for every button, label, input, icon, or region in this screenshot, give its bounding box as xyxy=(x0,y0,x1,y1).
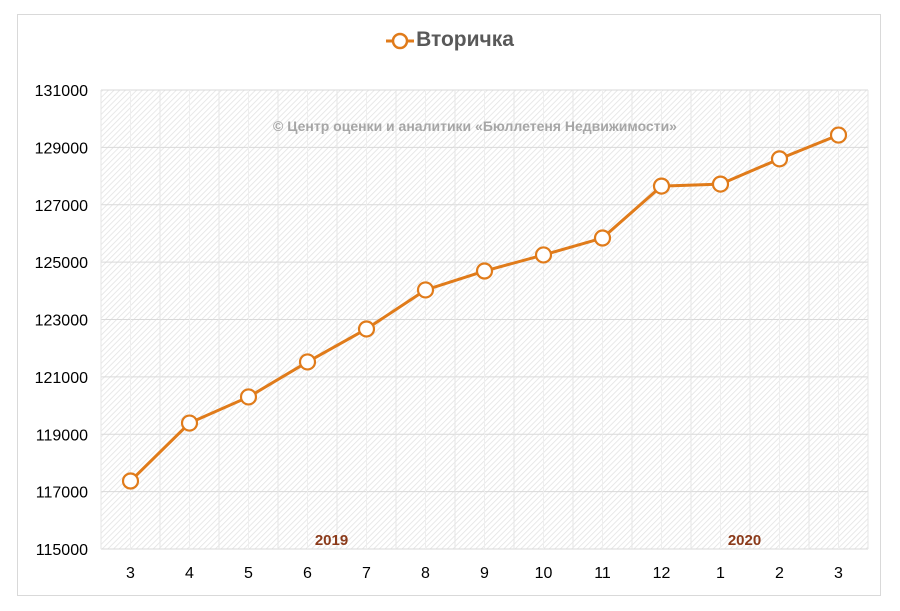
data-point xyxy=(593,229,612,247)
x-tick-label: 10 xyxy=(535,565,553,582)
data-point xyxy=(298,353,317,371)
legend: Вторичка xyxy=(0,28,900,52)
x-tick-label: 3 xyxy=(834,565,843,582)
y-tick-label: 117000 xyxy=(36,485,88,502)
y-tick-label: 123000 xyxy=(35,313,88,330)
legend-label: Вторичка xyxy=(416,28,514,51)
x-tick-label: 2 xyxy=(775,565,784,582)
y-tick-label: 115000 xyxy=(36,542,88,559)
x-tick-label: 1 xyxy=(716,565,725,582)
y-tick-label: 121000 xyxy=(35,370,88,387)
x-tick-label: 8 xyxy=(421,565,430,582)
x-tick-label: 6 xyxy=(303,565,312,582)
x-tick-label: 4 xyxy=(185,565,194,582)
x-tick-label: 3 xyxy=(126,565,135,582)
data-point xyxy=(357,320,376,338)
x-tick-label: 5 xyxy=(244,565,253,582)
data-point xyxy=(475,262,494,280)
data-point xyxy=(180,414,199,432)
x-tick-label: 9 xyxy=(480,565,489,582)
y-tick-label: 119000 xyxy=(36,427,88,444)
data-point xyxy=(416,281,435,299)
data-point xyxy=(652,177,671,195)
data-point xyxy=(770,150,789,168)
legend-marker-icon xyxy=(386,32,415,50)
x-tick-label: 11 xyxy=(594,565,611,582)
data-point xyxy=(534,246,553,264)
watermark: © Центр оценки и аналитики «Бюллетеня Не… xyxy=(273,118,677,134)
year-label: 2020 xyxy=(728,532,761,549)
data-point xyxy=(711,175,730,193)
y-tick-label: 129000 xyxy=(35,140,88,157)
year-label: 2019 xyxy=(315,532,348,549)
x-tick-label: 12 xyxy=(653,565,671,582)
y-tick-label: 131000 xyxy=(35,83,88,100)
y-tick-label: 125000 xyxy=(35,255,88,272)
data-point xyxy=(239,388,258,406)
data-point xyxy=(121,472,140,490)
data-point xyxy=(829,126,848,144)
y-tick-label: 127000 xyxy=(35,198,88,215)
chart-frame xyxy=(17,14,881,596)
x-tick-label: 7 xyxy=(362,565,371,582)
